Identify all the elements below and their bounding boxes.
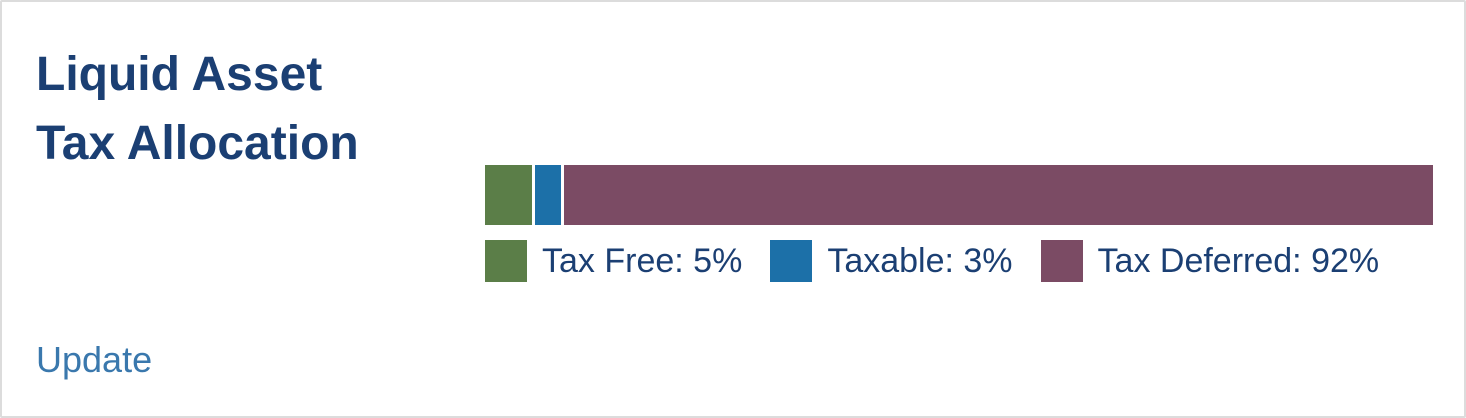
legend-label-tax-free: Tax Free: 5%: [542, 242, 743, 280]
update-link[interactable]: Update: [36, 339, 153, 380]
legend-item-tax-deferred: Tax Deferred: 92%: [1040, 240, 1380, 282]
card-title-line1: Liquid Asset: [36, 48, 323, 101]
legend-swatch-tax-free: [485, 240, 527, 282]
legend-label-taxable: Taxable: 3%: [827, 242, 1013, 280]
chart-legend: Tax Free: 5% Taxable: 3% Tax Deferred: 92%: [485, 240, 1379, 282]
card-title: Liquid Asset Tax Allocation: [36, 40, 456, 178]
legend-item-tax-free: Tax Free: 5%: [485, 240, 742, 282]
legend-label-tax-deferred: Tax Deferred: 92%: [1097, 242, 1380, 280]
bar-segment-taxable: [532, 165, 561, 225]
allocation-stacked-bar: [485, 165, 1433, 225]
bar-segment-tax-deferred: [560, 165, 1433, 225]
card-title-line2: Tax Allocation: [36, 117, 359, 170]
bar-segment-tax-free: [485, 165, 533, 225]
legend-swatch-tax-deferred: [1040, 240, 1083, 282]
legend-item-taxable: Taxable: 3%: [770, 240, 1013, 282]
legend-swatch-taxable: [770, 240, 813, 282]
